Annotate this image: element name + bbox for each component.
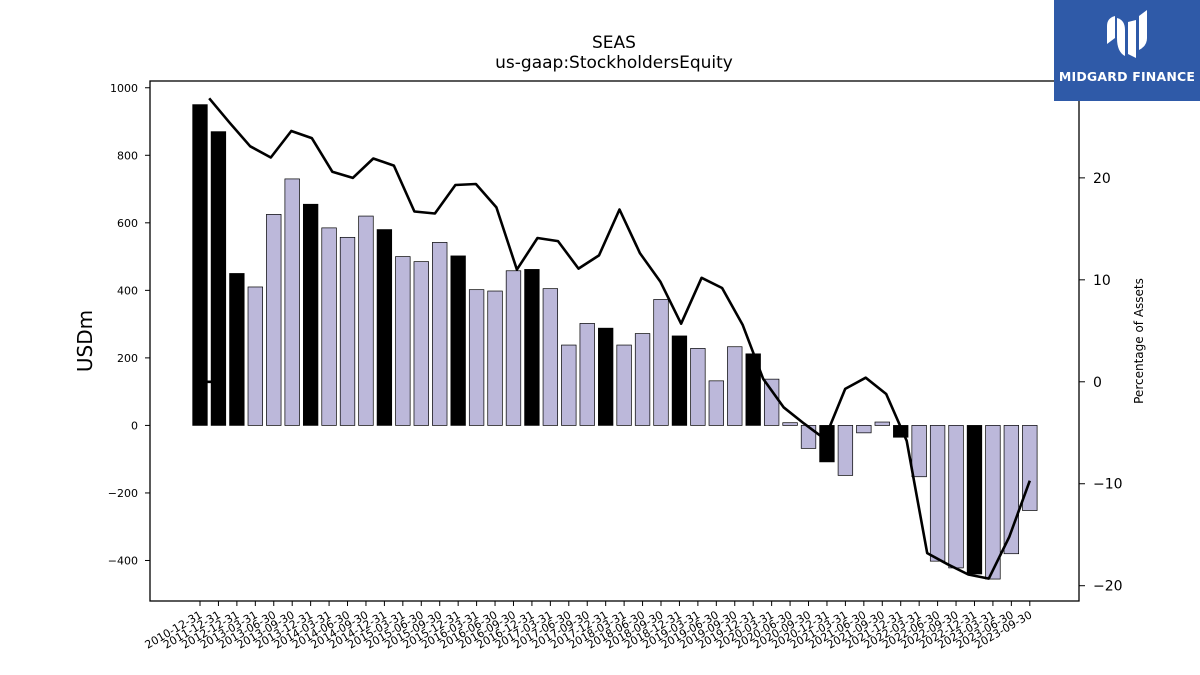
bar <box>948 425 964 569</box>
bar <box>247 286 263 426</box>
y2-tick-label: −20 <box>1093 579 1123 595</box>
bar <box>284 178 300 426</box>
chart-subtitle: us-gaap:StockholdersEquity <box>495 53 733 73</box>
y-tick-label: 800 <box>117 149 138 162</box>
midgard-finance-logo: MIDGARD FINANCE <box>1054 0 1200 101</box>
bar <box>653 299 669 426</box>
logo-text: MIDGARD FINANCE <box>1058 69 1196 84</box>
y-tick-label: 200 <box>117 352 138 365</box>
bar <box>874 421 890 426</box>
plot-area <box>192 97 1038 580</box>
bar <box>432 242 448 426</box>
bar <box>800 425 817 449</box>
bar <box>192 104 208 426</box>
y2-axis-label: Percentage of Assets <box>1132 278 1146 404</box>
bar <box>929 425 946 562</box>
bar <box>579 323 595 426</box>
bar <box>616 344 632 426</box>
bar <box>690 348 706 426</box>
bar <box>561 344 577 426</box>
bar <box>634 333 651 426</box>
bar <box>395 256 411 426</box>
bar <box>358 215 374 426</box>
bar <box>966 425 983 575</box>
bar <box>911 425 927 478</box>
bar <box>413 261 429 426</box>
bar <box>727 346 743 426</box>
bar <box>505 270 522 426</box>
percentage-line <box>208 97 1032 580</box>
y2-tick-label: 20 <box>1093 171 1111 187</box>
bar <box>266 214 282 426</box>
y-tick-label: −400 <box>108 554 138 567</box>
bar <box>542 288 559 426</box>
y-tick-label: 600 <box>117 217 138 230</box>
bar <box>524 269 540 426</box>
y-tick-label: 0 <box>131 419 138 432</box>
y2-tick-label: 10 <box>1093 273 1111 289</box>
bar <box>302 203 319 426</box>
bar <box>819 425 835 463</box>
bar <box>856 425 872 434</box>
y-tick-label: −200 <box>108 487 138 500</box>
y-axis-label: USDm <box>73 310 97 372</box>
y-tick-label: 400 <box>117 284 138 297</box>
plot-frame <box>149 80 1080 602</box>
bar <box>376 229 393 426</box>
chart-title: SEAS <box>592 33 636 53</box>
bar <box>229 273 245 426</box>
bar <box>782 422 798 426</box>
bar <box>468 289 485 426</box>
bar <box>708 380 724 426</box>
bar <box>598 327 614 426</box>
bar <box>321 227 337 426</box>
bar <box>487 290 503 426</box>
bar <box>837 425 854 476</box>
y2-tick-label: 0 <box>1093 375 1102 391</box>
bar <box>985 425 1001 580</box>
bar <box>671 335 688 426</box>
y2-tick-label: −10 <box>1093 477 1123 493</box>
bar <box>763 378 780 426</box>
y-tick-label: 1000 <box>110 82 138 95</box>
bar <box>450 255 466 426</box>
midgard-logo-icon <box>1107 10 1147 58</box>
bar <box>210 131 227 426</box>
bar <box>339 236 356 426</box>
